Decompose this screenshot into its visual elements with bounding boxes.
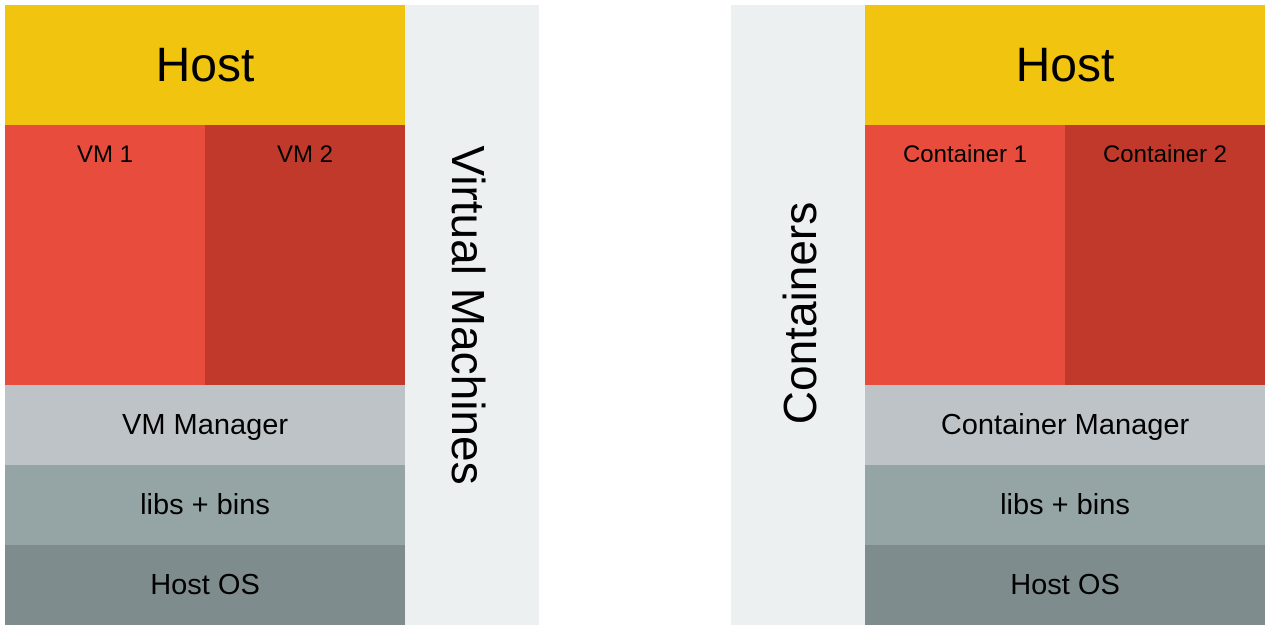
container-manager-layer: Container Manager	[865, 385, 1265, 465]
vm-unit-2-label: VM 2	[276, 141, 333, 168]
vm-manager-layer: VM Manager	[5, 385, 405, 465]
container-side-panel	[731, 5, 865, 625]
vm-host-os-label: Host OS	[150, 568, 260, 601]
container-libs-label: libs + bins	[1000, 488, 1130, 521]
vm-host-label: Host	[155, 38, 255, 92]
container-unit-2: Container 2	[1065, 125, 1265, 385]
vm-libs-layer: libs + bins	[5, 465, 405, 545]
vm-unit-1-label: VM 1	[76, 141, 133, 168]
container-side-title: Containers	[774, 201, 826, 425]
container-host-os-label: Host OS	[1010, 568, 1120, 601]
container-host-label: Host	[1015, 38, 1115, 92]
container-unit-2-label: Container 2	[1102, 141, 1228, 168]
container-libs-layer: libs + bins	[865, 465, 1265, 545]
container-manager-label: Container Manager	[940, 408, 1190, 441]
vm-unit-1: VM 1	[5, 125, 205, 385]
container-host-bar: Host	[865, 5, 1265, 125]
vm-side-panel	[405, 5, 539, 625]
vm-host-bar: Host	[5, 5, 405, 125]
vm-side-title: Virtual Machines	[442, 145, 494, 485]
vm-manager-label: VM Manager	[121, 408, 288, 441]
vm-libs-label: libs + bins	[140, 488, 270, 521]
container-host-os-layer: Host OS	[865, 545, 1265, 625]
vm-host-os-layer: Host OS	[5, 545, 405, 625]
container-unit-1-label: Container 1	[902, 141, 1028, 168]
container-unit-1: Container 1	[865, 125, 1065, 385]
vm-unit-2: VM 2	[205, 125, 405, 385]
